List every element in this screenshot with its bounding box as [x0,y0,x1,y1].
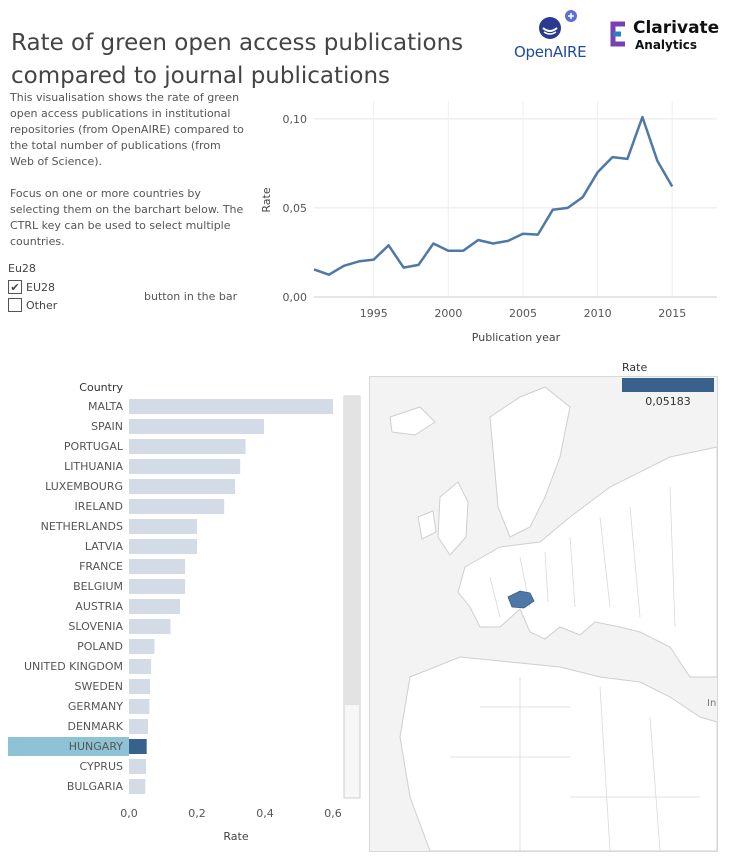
bar-category-label: BELGIUM [73,580,123,593]
bar [129,659,152,674]
bar-highlight-row [8,737,129,756]
bar-category-label: MALTA [88,400,123,413]
bar [129,779,146,794]
line-x-axis-label: Publication year [472,331,561,344]
bar [129,499,225,514]
bar-category-label: PORTUGAL [64,440,124,453]
bar-category-label: CYPRUS [79,760,123,773]
clarivate-logo-subtext: Analytics [635,38,697,52]
bar [129,519,197,534]
bar [129,599,180,614]
bar-category-label: UNITED KINGDOM [24,660,123,673]
map-land-uk[interactable] [437,481,469,556]
checkbox-unchecked-icon[interactable] [8,298,22,312]
bar [129,439,246,454]
rate-legend: Rate 0,05183 [622,361,718,408]
line-y-tick-label: 0,00 [283,291,308,304]
bar-category-label: BULGARIA [67,780,124,793]
bar-category-label: SWEDEN [75,680,123,693]
page-title: Rate of green open access publications c… [11,30,464,90]
bar [129,679,151,694]
bar-category-header: Country [79,381,123,394]
description-tail: button in the bar [144,290,238,303]
line-y-axis-label: Rate [260,187,273,212]
bar [129,419,264,434]
map-land-africa[interactable] [399,656,718,852]
description-text: This visualisation shows the rate of gre… [10,90,245,264]
bar-category-label: AUSTRIA [75,600,123,613]
bar [129,719,149,734]
eu28-filter: Eu28 ✔ EU28 Other [8,262,118,314]
bar [129,639,155,654]
bar [129,759,146,774]
line-y-tick-label: 0,10 [283,113,308,126]
filter-option-eu28[interactable]: ✔ EU28 [8,278,118,296]
bar [129,619,171,634]
map-borders [450,486,700,852]
bar [129,579,186,594]
bar-category-label: FRANCE [79,560,123,573]
line-x-tick-label: 2000 [434,307,462,320]
bar-category-label: NETHERLANDS [41,520,123,533]
bar-x-tick-label: 0,2 [188,807,206,820]
bar-category-label: GERMANY [68,700,123,713]
rate-series-line [313,115,674,276]
bar [129,399,333,414]
openaire-logo-icon [539,10,577,39]
bar [129,559,186,574]
legend-value: 0,05183 [645,395,691,408]
bar-category-label: HUNGARY [69,740,124,753]
filter-option-label: Other [26,298,58,312]
openaire-logo: OpenAIRE [514,8,596,62]
bar-category-label: LATVIA [85,540,124,553]
bar-x-tick-label: 0,4 [256,807,274,820]
line-x-tick-label: 1995 [360,307,388,320]
line-x-tick-label: 2010 [584,307,612,320]
clarivate-logo: Clarivate Analytics [607,16,729,56]
bar [129,699,150,714]
bar [129,539,197,554]
bar-category-label: POLAND [77,640,123,653]
bar-category-label: DENMARK [67,720,123,733]
europe-map[interactable] [369,376,718,852]
bar [129,479,236,494]
bar-x-tick-label: 0,6 [324,807,342,820]
clarivate-logo-text: Clarivate [633,18,720,38]
filter-option-label: EU28 [26,280,55,294]
bar-category-label: LUXEMBOURG [45,480,123,493]
map-country-hungary[interactable] [507,590,535,609]
map-svg[interactable] [370,377,718,852]
map-edge-label: In [707,698,717,709]
line-x-tick-label: 2015 [658,307,686,320]
line-x-tick-label: 2005 [509,307,537,320]
filter-option-other[interactable]: Other [8,296,118,314]
openaire-logo-text: OpenAIRE [514,43,587,61]
clarivate-logo-icon [610,21,625,47]
bar-x-tick-label: 0,0 [120,807,138,820]
bar-category-label: LITHUANIA [64,460,123,473]
line-y-tick-label: 0,05 [283,202,308,215]
description-para-1: This visualisation shows the rate of gre… [10,91,244,168]
map-land-iceland[interactable] [389,406,436,436]
filter-title: Eu28 [8,262,36,275]
bar-category-label: SLOVENIA [68,620,123,633]
bar-scrollbar-thumb[interactable] [345,397,359,705]
legend-color-bar [622,378,714,392]
map-land-scandinavia[interactable] [489,386,571,538]
bar-category-label: SPAIN [91,420,123,433]
checkbox-checked-icon[interactable]: ✔ [8,280,22,294]
bar-x-axis-label: Rate [223,830,248,843]
bar-category-label: IRELAND [75,500,123,513]
map-land-ireland[interactable] [417,510,437,540]
description-para-2: Focus on one or more countries by select… [10,187,244,248]
map-land-eurasia[interactable] [457,446,718,678]
bar [129,739,147,754]
legend-title: Rate [622,361,648,374]
bar [129,459,241,474]
